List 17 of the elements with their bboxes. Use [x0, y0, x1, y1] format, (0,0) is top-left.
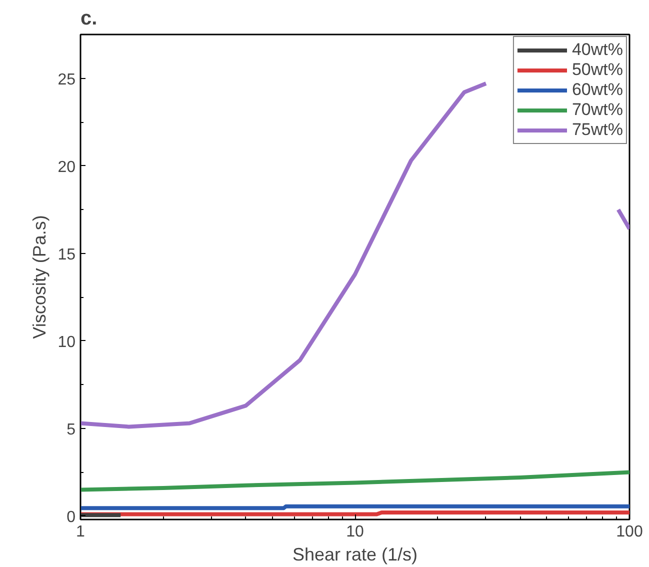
y-tick-label: 20: [58, 158, 76, 176]
y-axis-title: Viscosity (Pa.s): [30, 215, 50, 339]
legend-label: 70wt%: [572, 100, 623, 120]
y-tick-label: 5: [66, 421, 76, 438]
y-tick-label: 10: [58, 334, 76, 351]
legend-label: 40wt%: [572, 40, 623, 60]
x-tick-label: 10: [346, 524, 364, 540]
legend-label: 50wt%: [572, 60, 623, 80]
legend-label: 60wt%: [572, 80, 623, 100]
y-tick-label: 0: [66, 509, 76, 526]
legend-label: 75wt%: [572, 120, 623, 140]
y-tick-label: 25: [58, 71, 76, 88]
x-axis-title: Shear rate (1/s): [292, 544, 418, 564]
x-tick-label: 100: [616, 524, 643, 540]
chart-title: c.: [80, 8, 98, 30]
y-tick-label: 15: [58, 246, 76, 264]
x-tick-label: 1: [76, 524, 86, 540]
